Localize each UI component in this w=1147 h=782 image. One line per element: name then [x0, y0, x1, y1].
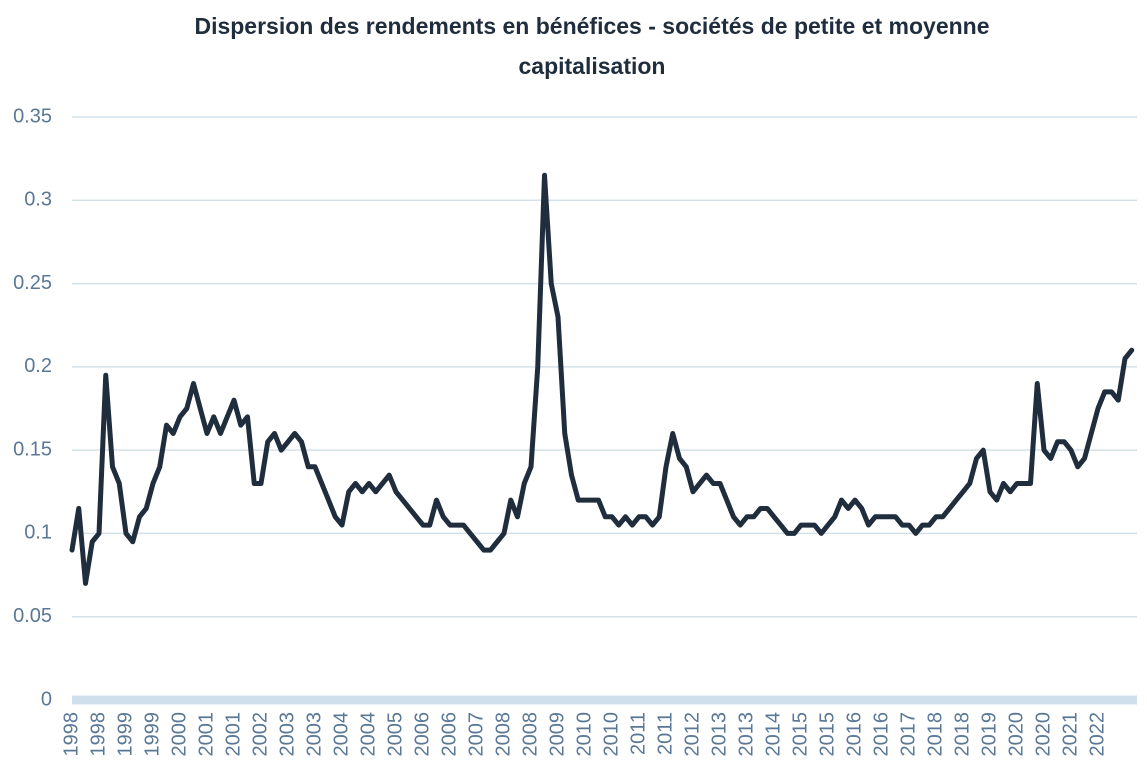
y-tick-label: 0.2: [24, 355, 52, 377]
x-tick-label: 2006: [438, 712, 460, 757]
y-tick-label: 0: [41, 688, 52, 710]
chart-title: Dispersion des rendements en bénéfices -…: [194, 13, 990, 79]
y-tick-label: 0.15: [13, 438, 52, 460]
x-tick-label: 2011: [627, 712, 649, 755]
x-tick-label: 2022: [1086, 712, 1108, 757]
x-tick-label: 2016: [843, 712, 865, 757]
x-tick-label: 1998: [60, 712, 82, 757]
x-tick-label: 2018: [924, 712, 946, 757]
x-tick-label: 2018: [951, 712, 973, 757]
x-tick-label: 2004: [330, 712, 352, 757]
x-tick-label: 2001: [222, 712, 244, 757]
x-tick-label: 1999: [141, 712, 163, 757]
x-tick-label: 2019: [978, 712, 1000, 757]
x-tick-label: 2010: [573, 712, 595, 757]
x-tick-label: 2015: [789, 712, 811, 757]
x-tick-label: 1998: [87, 712, 109, 757]
x-tick-label: 2001: [195, 712, 217, 757]
x-tick-label: 2016: [870, 712, 892, 757]
x-tick-label: 2011: [654, 712, 676, 755]
y-tick-label: 0.3: [24, 189, 52, 211]
x-tick-label: 2006: [411, 712, 433, 757]
x-tick-label: 2013: [708, 712, 730, 757]
x-tick-label: 1999: [114, 712, 136, 757]
x-tick-label: 2000: [168, 712, 190, 757]
x-tick-label: 2005: [384, 712, 406, 757]
x-tick-label: 2017: [897, 712, 919, 757]
x-tick-label: 2004: [357, 712, 379, 757]
x-tick-label: 2008: [519, 712, 541, 757]
x-tick-label: 2013: [735, 712, 757, 757]
x-tick-label: 2008: [492, 712, 514, 757]
x-tick-label: 2009: [546, 712, 568, 757]
y-tick-label: 0.25: [13, 272, 52, 294]
x-tick-label: 2002: [249, 712, 271, 757]
y-tick-label: 0.1: [24, 522, 52, 544]
x-tick-label: 2012: [681, 712, 703, 757]
x-tick-label: 2007: [465, 712, 487, 757]
x-tick-label: 2020: [1005, 712, 1027, 757]
line: [69, 172, 1135, 586]
x-tick-label: 2014: [762, 712, 784, 757]
x-tick-label: 2010: [600, 712, 622, 757]
x-tick-label: 2015: [816, 712, 838, 757]
y-tick-label: 0.05: [13, 605, 52, 627]
x-tick-label: 2003: [276, 712, 298, 757]
x-tick-label: 2003: [303, 712, 325, 757]
y-tick-label: 0.35: [13, 105, 52, 127]
x-tick-label: 2021: [1059, 712, 1081, 757]
x-tick-label: 2020: [1032, 712, 1054, 757]
